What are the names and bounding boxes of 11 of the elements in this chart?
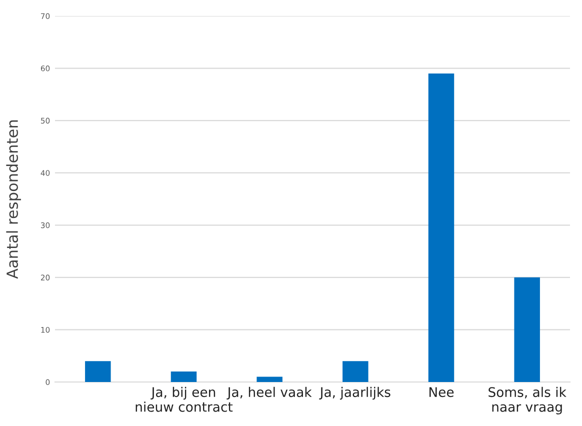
- bar: [85, 361, 111, 382]
- bar: [342, 361, 368, 382]
- bar: [256, 376, 282, 382]
- x-tick-label: Ja, jaarlijks: [319, 386, 390, 400]
- x-tick-label: Nee: [429, 387, 454, 398]
- bar: [514, 277, 540, 382]
- x-tick-label: Ja, heel vaak: [226, 386, 312, 400]
- bar: [428, 74, 454, 382]
- bar: [170, 372, 197, 382]
- y-axis-title: Aantal respondenten: [6, 120, 21, 279]
- x-tick-label: Soms, als ik naar vraag: [488, 386, 566, 414]
